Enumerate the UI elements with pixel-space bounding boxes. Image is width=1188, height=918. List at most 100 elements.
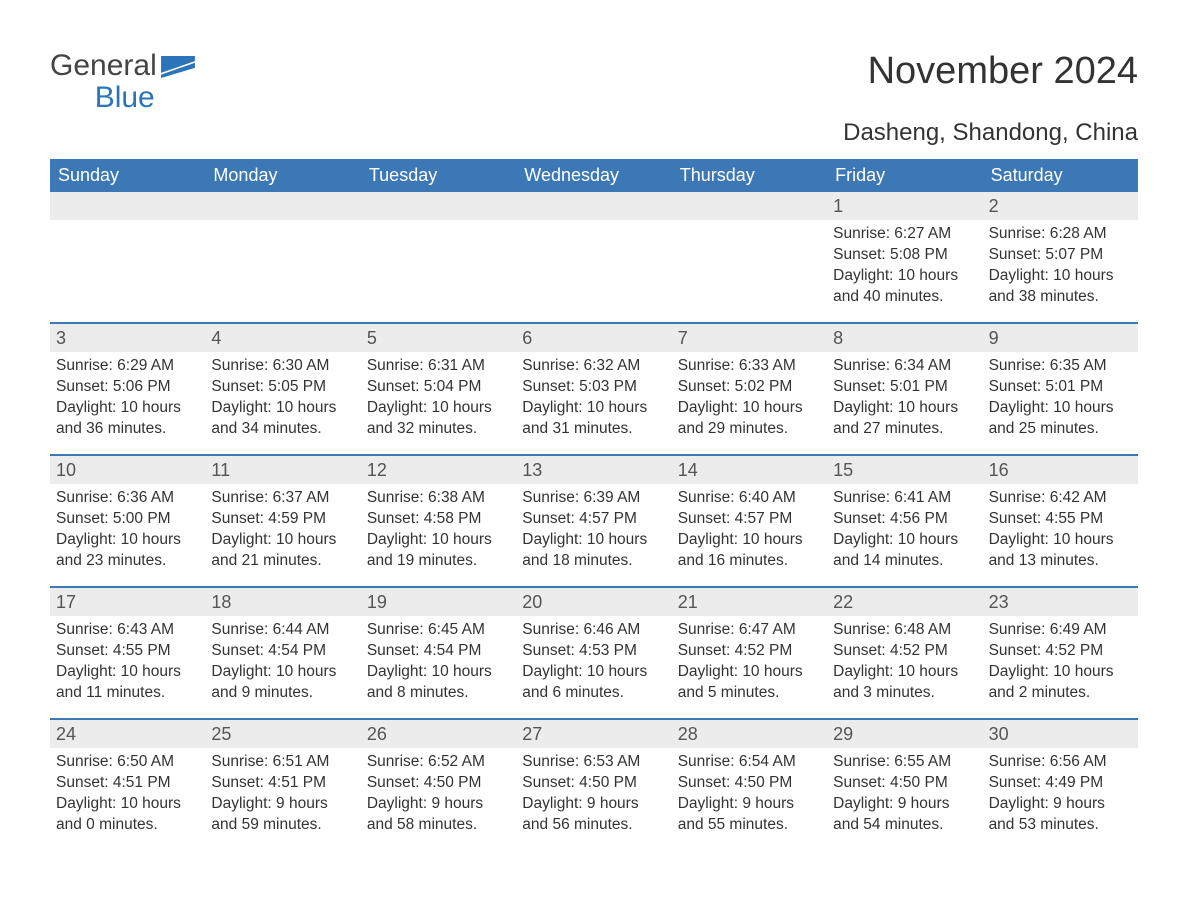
day-number: 14 xyxy=(672,456,827,484)
daylight-line: Daylight: 10 hours and 21 minutes. xyxy=(211,530,354,572)
daylight-line: Daylight: 9 hours and 54 minutes. xyxy=(833,794,976,836)
day-number: 16 xyxy=(983,456,1138,484)
day-cell: 24Sunrise: 6:50 AMSunset: 4:51 PMDayligh… xyxy=(50,720,205,850)
sunset-line: Sunset: 4:52 PM xyxy=(678,641,821,662)
sunrise-line: Sunrise: 6:36 AM xyxy=(56,488,199,509)
day-cell: 18Sunrise: 6:44 AMSunset: 4:54 PMDayligh… xyxy=(205,588,360,718)
sunset-line: Sunset: 5:04 PM xyxy=(367,377,510,398)
day-number: . xyxy=(205,192,360,220)
day-cell: 10 Sunrise: 6:36 AMSunset: 5:00 PMDayligh… xyxy=(50,456,205,586)
week-row: 24Sunrise: 6:50 AMSunset: 4:51 PMDayligh… xyxy=(50,718,1138,850)
brand-line1: General xyxy=(50,49,157,82)
sunrise-line: Sunrise: 6:48 AM xyxy=(833,620,976,641)
daylight-line: Daylight: 10 hours and 27 minutes. xyxy=(833,398,976,440)
day-cell: 14Sunrise: 6:40 AMSunset: 4:57 PMDayligh… xyxy=(672,456,827,586)
sunrise-line: Sunrise: 6:39 AM xyxy=(522,488,665,509)
day-number: 30 xyxy=(983,720,1138,748)
daylight-line: Daylight: 10 hours and 19 minutes. xyxy=(367,530,510,572)
day-cell: 9Sunrise: 6:35 AMSunset: 5:01 PMDaylight… xyxy=(983,324,1138,454)
daylight-line: Daylight: 9 hours and 55 minutes. xyxy=(678,794,821,836)
day-cell: 19Sunrise: 6:45 AMSunset: 4:54 PMDayligh… xyxy=(361,588,516,718)
day-cell: . xyxy=(672,192,827,322)
day-body: Sunrise: 6:42 AMSunset: 4:55 PMDaylight:… xyxy=(983,488,1138,572)
day-body: Sunrise: 6:54 AMSunset: 4:50 PMDaylight:… xyxy=(672,752,827,836)
day-cell: . xyxy=(361,192,516,322)
daylight-line: Daylight: 10 hours and 8 minutes. xyxy=(367,662,510,704)
day-number: 7 xyxy=(672,324,827,352)
sunrise-line: Sunrise: 6:34 AM xyxy=(833,356,976,377)
sunrise-line: Sunrise: 6:56 AM xyxy=(989,752,1132,773)
calendar: SundayMondayTuesdayWednesdayThursdayFrid… xyxy=(50,159,1138,850)
day-number: 20 xyxy=(516,588,671,616)
daylight-line: Daylight: 9 hours and 58 minutes. xyxy=(367,794,510,836)
day-body: Sunrise: 6:47 AMSunset: 4:52 PMDaylight:… xyxy=(672,620,827,704)
sunrise-line: Sunrise: 6:46 AM xyxy=(522,620,665,641)
sunset-line: Sunset: 5:07 PM xyxy=(989,245,1132,266)
week-row: .....1Sunrise: 6:27 AMSunset: 5:08 PMDay… xyxy=(50,192,1138,322)
sunset-line: Sunset: 4:50 PM xyxy=(367,773,510,794)
sunrise-line: Sunrise: 6:51 AM xyxy=(211,752,354,773)
sunset-line: Sunset: 5:08 PM xyxy=(833,245,976,266)
day-cell: 1Sunrise: 6:27 AMSunset: 5:08 PMDaylight… xyxy=(827,192,982,322)
sunrise-line: Sunrise: 6:38 AM xyxy=(367,488,510,509)
sunset-line: Sunset: 4:51 PM xyxy=(56,773,199,794)
sunset-line: Sunset: 4:57 PM xyxy=(522,509,665,530)
day-number: 27 xyxy=(516,720,671,748)
day-body: Sunrise: 6:33 AMSunset: 5:02 PMDaylight:… xyxy=(672,356,827,440)
sunrise-line: Sunrise: 6:33 AM xyxy=(678,356,821,377)
daylight-line: Daylight: 10 hours and 40 minutes. xyxy=(833,266,976,308)
day-cell: 26Sunrise: 6:52 AMSunset: 4:50 PMDayligh… xyxy=(361,720,516,850)
sunset-line: Sunset: 5:03 PM xyxy=(522,377,665,398)
week-row: 10 Sunrise: 6:36 AMSunset: 5:00 PMDayligh… xyxy=(50,454,1138,586)
day-number: 17 xyxy=(50,588,205,616)
daylight-line: Daylight: 10 hours and 5 minutes. xyxy=(678,662,821,704)
sunset-line: Sunset: 5:02 PM xyxy=(678,377,821,398)
day-number: 18 xyxy=(205,588,360,616)
day-cell: . xyxy=(50,192,205,322)
day-cell: 12Sunrise: 6:38 AMSunset: 4:58 PMDayligh… xyxy=(361,456,516,586)
sunrise-line: Sunrise: 6:45 AM xyxy=(367,620,510,641)
sunset-line: Sunset: 5:01 PM xyxy=(989,377,1132,398)
day-number: 3 xyxy=(50,324,205,352)
dow-cell: Wednesday xyxy=(516,159,671,192)
sunrise-line: Sunrise: 6:31 AM xyxy=(367,356,510,377)
sunrise-line: Sunrise: 6:35 AM xyxy=(989,356,1132,377)
sunset-line: Sunset: 4:54 PM xyxy=(367,641,510,662)
sunrise-line: Sunrise: 6:52 AM xyxy=(367,752,510,773)
sunset-line: Sunset: 4:58 PM xyxy=(367,509,510,530)
brand-logo: General Blue xyxy=(50,50,195,113)
sunset-line: Sunset: 4:56 PM xyxy=(833,509,976,530)
day-number: 25 xyxy=(205,720,360,748)
daylight-line: Daylight: 9 hours and 53 minutes. xyxy=(989,794,1132,836)
day-number: 5 xyxy=(361,324,516,352)
weeks-container: .....1Sunrise: 6:27 AMSunset: 5:08 PMDay… xyxy=(50,192,1138,850)
sunrise-line: Sunrise: 6:42 AM xyxy=(989,488,1132,509)
daylight-line: Daylight: 10 hours and 13 minutes. xyxy=(989,530,1132,572)
day-number: 10 xyxy=(50,456,205,484)
day-cell: 3 Sunrise: 6:29 AMSunset: 5:06 PMDaylight… xyxy=(50,324,205,454)
sunrise-line: Sunrise: 6:54 AM xyxy=(678,752,821,773)
sunset-line: Sunset: 4:55 PM xyxy=(989,509,1132,530)
daylight-line: Daylight: 10 hours and 6 minutes. xyxy=(522,662,665,704)
dow-cell: Thursday xyxy=(672,159,827,192)
day-body: Sunrise: 6:30 AMSunset: 5:05 PMDaylight:… xyxy=(205,356,360,440)
day-body: Sunrise: 6:39 AMSunset: 4:57 PMDaylight:… xyxy=(516,488,671,572)
daylight-line: Daylight: 10 hours and 31 minutes. xyxy=(522,398,665,440)
day-body: Sunrise: 6:36 AMSunset: 5:00 PMDaylight:… xyxy=(50,488,205,572)
day-body: Sunrise: 6:38 AMSunset: 4:58 PMDaylight:… xyxy=(361,488,516,572)
day-body: Sunrise: 6:48 AMSunset: 4:52 PMDaylight:… xyxy=(827,620,982,704)
week-row: 3 Sunrise: 6:29 AMSunset: 5:06 PMDaylight… xyxy=(50,322,1138,454)
day-body: Sunrise: 6:29 AMSunset: 5:06 PMDaylight:… xyxy=(50,356,205,440)
day-cell: 28Sunrise: 6:54 AMSunset: 4:50 PMDayligh… xyxy=(672,720,827,850)
daylight-line: Daylight: 9 hours and 56 minutes. xyxy=(522,794,665,836)
day-number: 13 xyxy=(516,456,671,484)
day-cell: 27Sunrise: 6:53 AMSunset: 4:50 PMDayligh… xyxy=(516,720,671,850)
sunset-line: Sunset: 4:59 PM xyxy=(211,509,354,530)
day-cell: 2Sunrise: 6:28 AMSunset: 5:07 PMDaylight… xyxy=(983,192,1138,322)
day-cell: 21Sunrise: 6:47 AMSunset: 4:52 PMDayligh… xyxy=(672,588,827,718)
sunset-line: Sunset: 4:51 PM xyxy=(211,773,354,794)
sunrise-line: Sunrise: 6:37 AM xyxy=(211,488,354,509)
daylight-line: Daylight: 9 hours and 59 minutes. xyxy=(211,794,354,836)
day-number: 22 xyxy=(827,588,982,616)
daylight-line: Daylight: 10 hours and 29 minutes. xyxy=(678,398,821,440)
